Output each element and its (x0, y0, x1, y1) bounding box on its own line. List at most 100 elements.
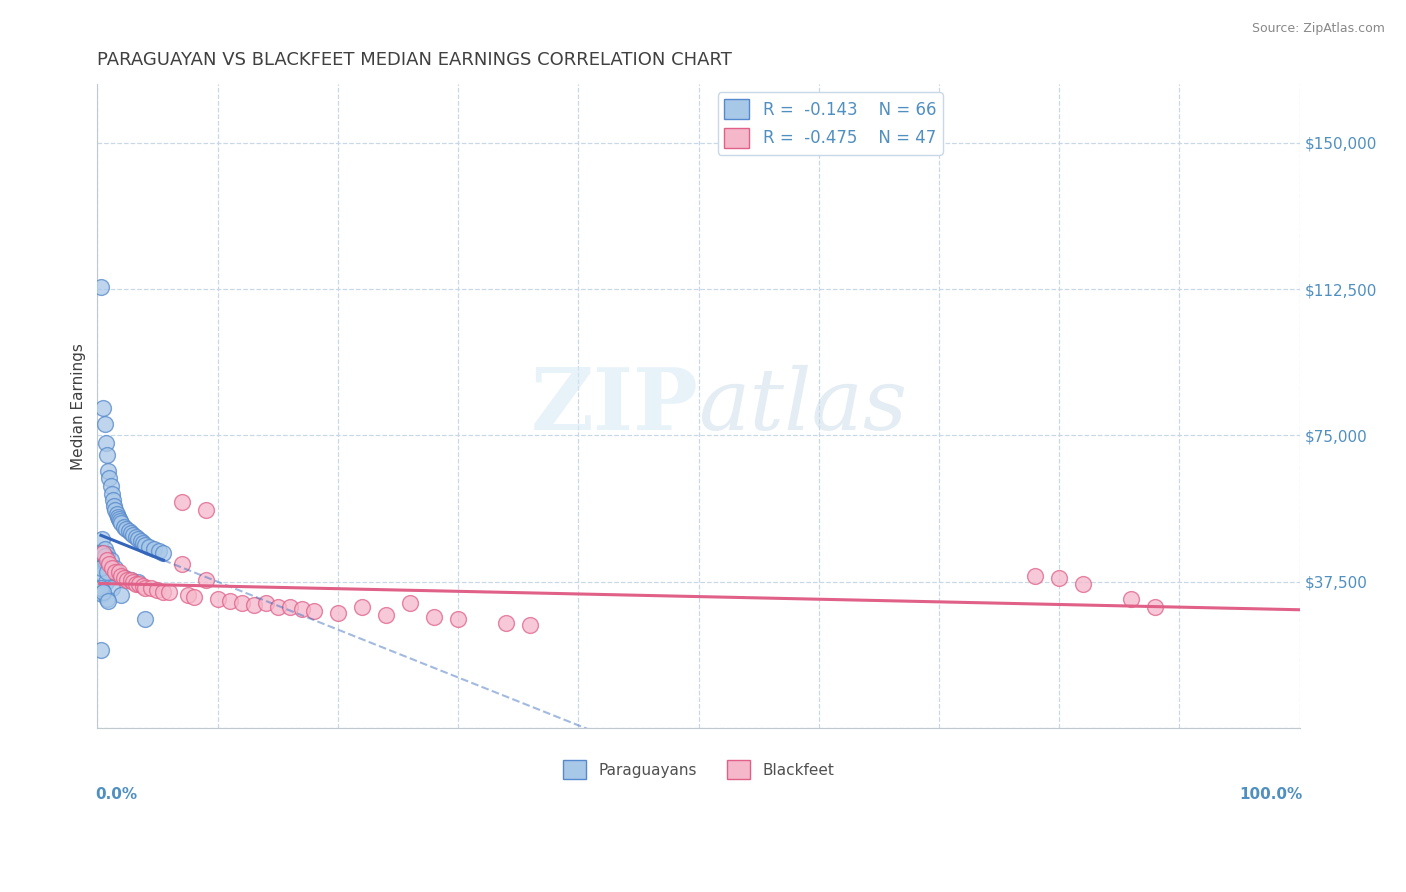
Point (134, 612, 156, 626)
Point (194, 573, 217, 587)
Point (142, 541, 165, 556)
Point (104, 565, 127, 579)
Point (93, 541, 115, 556)
Point (127, 574, 149, 589)
Point (93, 545, 115, 559)
Point (399, 596, 422, 610)
Point (96, 548, 118, 562)
Point (134, 538, 156, 552)
Point (93, 555, 115, 569)
Point (218, 594, 240, 608)
Point (112, 520, 135, 534)
Point (96, 553, 118, 567)
Point (90, 581, 112, 595)
Point (105, 507, 128, 521)
Text: 0.0%: 0.0% (96, 787, 136, 802)
Point (97, 561, 120, 575)
Text: Source: ZipAtlas.com: Source: ZipAtlas.com (1251, 22, 1385, 36)
Point (90, 545, 112, 559)
Point (105, 567, 128, 582)
Point (97, 594, 120, 608)
Point (1121, 592, 1143, 607)
Point (117, 524, 139, 538)
Point (96, 448, 118, 462)
Text: atlas: atlas (699, 365, 908, 448)
Point (134, 581, 156, 595)
Point (122, 528, 145, 542)
Point (101, 492, 124, 507)
Point (93, 549, 115, 564)
Point (103, 499, 125, 513)
Point (1071, 576, 1094, 591)
Point (1024, 569, 1046, 583)
Point (120, 573, 142, 587)
Point (101, 581, 124, 595)
Point (101, 487, 124, 501)
Point (120, 526, 142, 541)
Point (183, 591, 205, 605)
Point (108, 565, 131, 579)
Point (374, 607, 396, 622)
Point (132, 536, 155, 550)
Point (194, 502, 217, 516)
Point (495, 615, 517, 630)
Point (98, 471, 121, 485)
Point (101, 561, 124, 575)
Point (93, 584, 115, 599)
Point (254, 596, 277, 610)
Point (91, 551, 114, 566)
Point (90, 643, 112, 657)
Point (96, 592, 118, 607)
Point (242, 599, 264, 613)
Point (110, 569, 132, 583)
Point (117, 573, 139, 587)
Point (125, 576, 148, 591)
Point (129, 533, 152, 548)
Text: ZIP: ZIP (531, 364, 699, 448)
Point (278, 600, 301, 615)
Point (132, 579, 155, 593)
Point (128, 576, 150, 591)
Point (94, 436, 117, 450)
Point (170, 495, 193, 509)
Point (519, 617, 541, 632)
Text: PARAGUAYAN VS BLACKFEET MEDIAN EARNINGS CORRELATION CHART: PARAGUAYAN VS BLACKFEET MEDIAN EARNINGS … (97, 51, 733, 69)
Point (108, 512, 131, 526)
Point (138, 540, 160, 554)
Point (104, 561, 127, 575)
Point (100, 563, 122, 577)
Point (447, 612, 470, 626)
Point (267, 600, 290, 615)
Point (112, 571, 135, 585)
Point (423, 610, 446, 624)
Point (96, 565, 118, 579)
Point (104, 502, 127, 516)
Point (127, 532, 149, 546)
Point (94, 558, 117, 572)
Point (1144, 600, 1167, 615)
Point (110, 569, 132, 583)
Point (207, 592, 229, 607)
Point (1047, 571, 1070, 585)
Point (91, 586, 114, 600)
Point (90, 561, 112, 575)
Point (90, 549, 112, 564)
Point (148, 543, 170, 558)
Point (350, 600, 373, 615)
Point (110, 589, 132, 603)
Point (110, 516, 132, 531)
Point (326, 606, 349, 620)
Point (100, 479, 122, 493)
Point (98, 558, 121, 572)
Point (91, 567, 114, 582)
Point (152, 545, 174, 559)
Point (96, 559, 118, 574)
Point (115, 522, 138, 536)
Point (107, 510, 129, 524)
Point (125, 530, 148, 544)
Legend: R =  -0.143    N = 66, R =  -0.475    N = 47: R = -0.143 N = 66, R = -0.475 N = 47 (717, 93, 942, 155)
Point (93, 553, 115, 567)
Text: 100.0%: 100.0% (1239, 787, 1302, 802)
Point (146, 582, 169, 597)
Point (120, 573, 142, 587)
